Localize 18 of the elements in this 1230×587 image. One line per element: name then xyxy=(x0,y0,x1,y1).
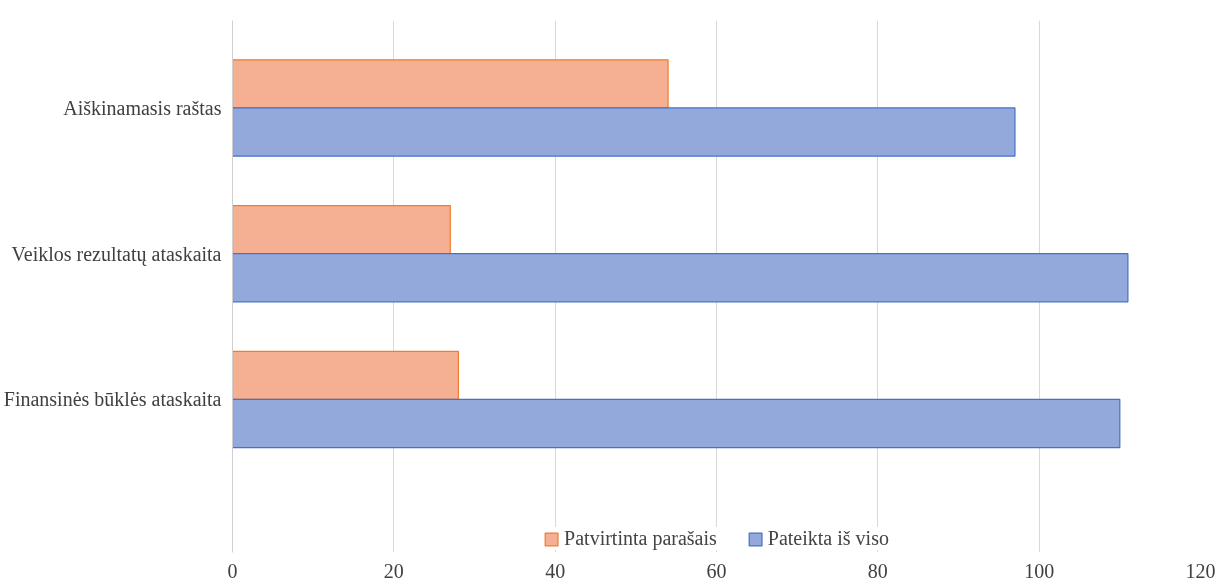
y-tick-label: Veiklos rezultatų ataskaita xyxy=(11,242,222,266)
bar xyxy=(232,107,1016,157)
y-tick-label: Finansinės būklės ataskaita xyxy=(3,388,222,411)
legend-label: Pateikta iš viso xyxy=(767,527,889,550)
x-tick-label: 80 xyxy=(867,559,888,582)
x-tick-label: 60 xyxy=(706,559,727,582)
bar xyxy=(232,398,1121,449)
legend-label: Patvirtinta parašais xyxy=(564,527,717,550)
bar xyxy=(232,59,669,109)
x-tick-label: 0 xyxy=(227,559,238,582)
x-tick-label: 20 xyxy=(383,559,404,582)
bar xyxy=(232,253,1129,303)
x-tick-label: 100 xyxy=(1024,559,1055,582)
x-tick-label: 120 xyxy=(1185,559,1216,582)
bar xyxy=(232,205,451,255)
y-tick-label: Aiškinamasis raštas xyxy=(63,96,222,119)
bar xyxy=(232,350,459,401)
x-tick-label: 40 xyxy=(545,559,566,582)
